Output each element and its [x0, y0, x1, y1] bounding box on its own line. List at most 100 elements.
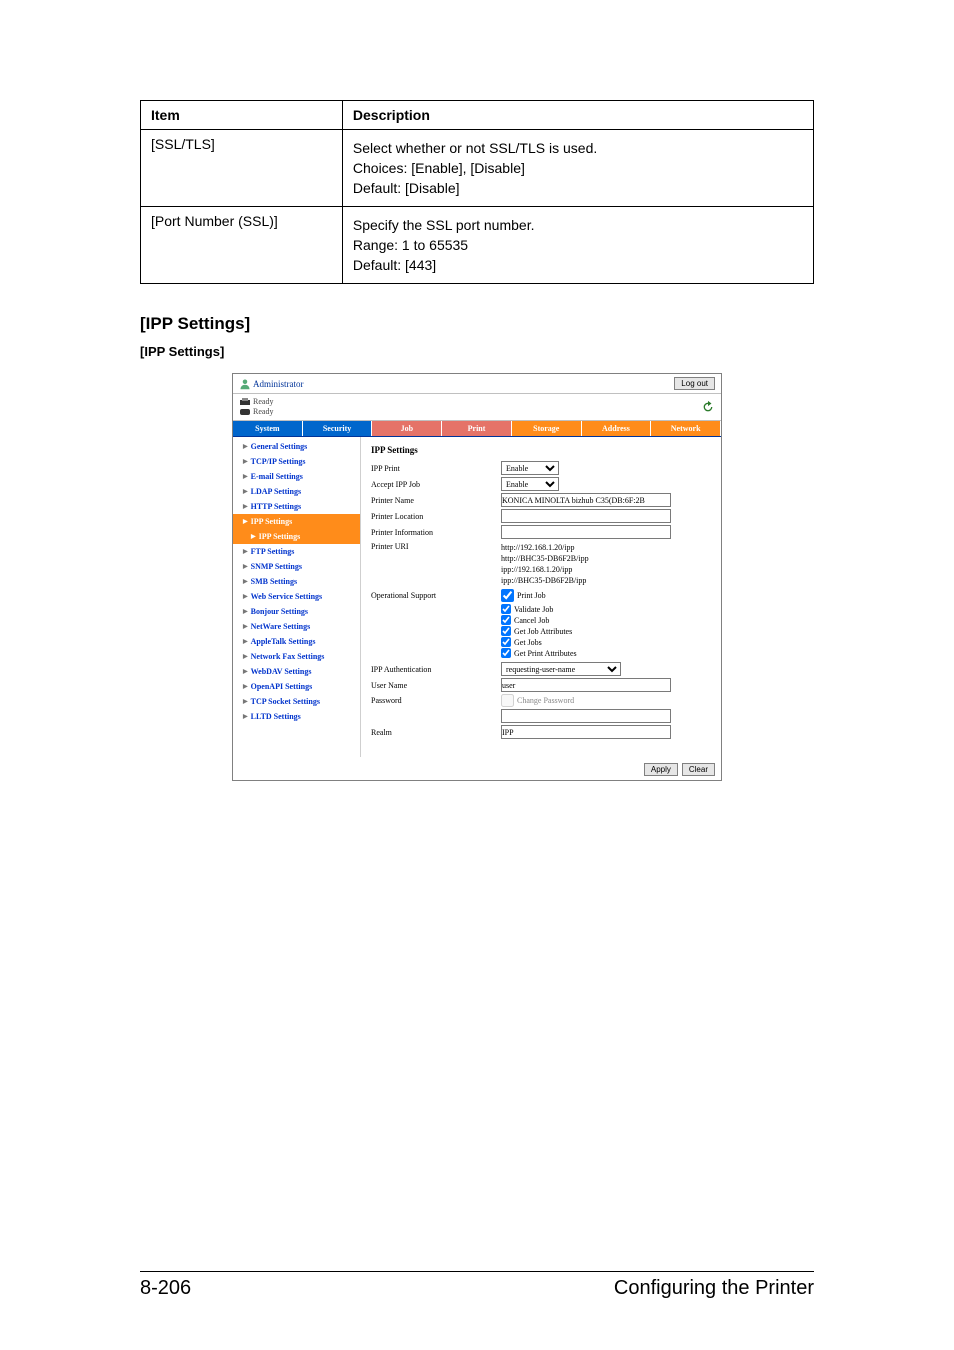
sidebar-item[interactable]: ▶HTTP Settings	[233, 499, 360, 514]
tab-system[interactable]: System	[233, 421, 303, 436]
triangle-icon: ▶	[243, 473, 248, 480]
sidebar-item[interactable]: ▶Web Service Settings	[233, 589, 360, 604]
spec-th-desc: Description	[342, 101, 813, 130]
spec-th-item: Item	[141, 101, 343, 130]
op-label-2: Cancel Job	[514, 616, 549, 625]
tab-network[interactable]: Network	[651, 421, 721, 436]
subsection-title: [IPP Settings]	[140, 344, 814, 359]
sidebar-item-label: LDAP Settings	[251, 487, 301, 496]
ipp-print-select[interactable]: Enable	[501, 461, 559, 475]
sidebar-item[interactable]: ▶TCP/IP Settings	[233, 454, 360, 469]
printer-info-label: Printer Information	[371, 528, 501, 537]
printer-uri-label: Printer URI	[371, 542, 501, 551]
triangle-icon: ▶	[243, 443, 248, 450]
triangle-icon: ▶	[243, 608, 248, 615]
tab-address[interactable]: Address	[582, 421, 652, 436]
sidebar-item-label: WebDAV Settings	[251, 667, 312, 676]
footer-rule	[140, 1271, 814, 1272]
triangle-icon: ▶	[243, 668, 248, 675]
ipp-auth-select[interactable]: requesting-user-name	[501, 662, 621, 676]
op-check-4[interactable]	[501, 637, 511, 647]
admin-icon	[239, 378, 251, 390]
footer-title: Configuring the Printer	[614, 1277, 814, 1300]
tab-bar: System Security Job Print Storage Addres…	[233, 421, 721, 437]
triangle-icon: ▶	[243, 488, 248, 495]
clear-button[interactable]: Clear	[682, 763, 715, 776]
status-row: Ready Ready	[233, 394, 721, 421]
sidebar-item-label: TCP/IP Settings	[251, 457, 306, 466]
sidebar-item[interactable]: ▶OpenAPI Settings	[233, 679, 360, 694]
user-name-input[interactable]	[501, 678, 671, 692]
sidebar-item[interactable]: ▶IPP Settings	[233, 529, 360, 544]
op-check-0[interactable]	[501, 589, 514, 602]
printer-name-input[interactable]	[501, 493, 671, 507]
printer-icon	[239, 397, 251, 407]
op-check-2[interactable]	[501, 615, 511, 625]
sidebar-item[interactable]: ▶LDAP Settings	[233, 484, 360, 499]
accept-select[interactable]: Enable	[501, 477, 559, 491]
spec-table: Item Description [SSL/TLS] Select whethe…	[140, 100, 814, 284]
tab-print[interactable]: Print	[442, 421, 512, 436]
ipp-print-label: IPP Print	[371, 464, 501, 473]
triangle-icon: ▶	[243, 638, 248, 645]
tab-job[interactable]: Job	[372, 421, 442, 436]
sidebar-item-label: LLTD Settings	[251, 712, 301, 721]
sidebar-item-label: HTTP Settings	[251, 502, 301, 511]
sidebar-item[interactable]: ▶IPP Settings	[233, 514, 360, 529]
sidebar-item-label: Bonjour Settings	[251, 607, 308, 616]
uri-3: ipp://BHC35-DB6F2B/ipp	[501, 576, 713, 585]
tab-storage[interactable]: Storage	[512, 421, 582, 436]
sidebar-item-label: SNMP Settings	[251, 562, 302, 571]
spec-desc: Specify the SSL port number. Range: 1 to…	[342, 207, 813, 284]
op-check-3[interactable]	[501, 626, 511, 636]
sidebar-item-label: Network Fax Settings	[251, 652, 325, 661]
page-footer: 8-206 Configuring the Printer	[140, 1277, 814, 1300]
triangle-icon: ▶	[243, 548, 248, 555]
apply-button[interactable]: Apply	[644, 763, 678, 776]
op-label-5: Get Print Attributes	[514, 649, 577, 658]
sidebar-item[interactable]: ▶E-mail Settings	[233, 469, 360, 484]
triangle-icon: ▶	[243, 503, 248, 510]
op-support-label: Operational Support	[371, 591, 501, 600]
op-label-1: Validate Job	[514, 605, 553, 614]
sidebar-item[interactable]: ▶LLTD Settings	[233, 709, 360, 724]
op-check-5[interactable]	[501, 648, 511, 658]
sidebar-item[interactable]: ▶General Settings	[233, 439, 360, 454]
sidebar-item-label: Web Service Settings	[251, 592, 323, 601]
printer-location-label: Printer Location	[371, 512, 501, 521]
content-panel: IPP Settings IPP Print Enable Accept IPP…	[361, 437, 721, 757]
section-title: [IPP Settings]	[140, 314, 814, 334]
op-label-3: Get Job Attributes	[514, 627, 572, 636]
spec-desc: Select whether or not SSL/TLS is used. C…	[342, 130, 813, 207]
op-check-1[interactable]	[501, 604, 511, 614]
uri-0: http://192.168.1.20/ipp	[501, 543, 713, 552]
printer-info-input[interactable]	[501, 525, 671, 539]
sidebar-item[interactable]: ▶AppleTalk Settings	[233, 634, 360, 649]
password-input[interactable]	[501, 709, 671, 723]
sidebar-item[interactable]: ▶NetWare Settings	[233, 619, 360, 634]
realm-input[interactable]	[501, 725, 671, 739]
op-label-4: Get Jobs	[514, 638, 542, 647]
sidebar-item-label: OpenAPI Settings	[251, 682, 313, 691]
sidebar-item[interactable]: ▶TCP Socket Settings	[233, 694, 360, 709]
sidebar-item[interactable]: ▶Bonjour Settings	[233, 604, 360, 619]
sidebar-item[interactable]: ▶SNMP Settings	[233, 559, 360, 574]
password-label: Password	[371, 696, 501, 705]
sidebar-item[interactable]: ▶Network Fax Settings	[233, 649, 360, 664]
sidebar-item[interactable]: ▶WebDAV Settings	[233, 664, 360, 679]
tab-security[interactable]: Security	[303, 421, 373, 436]
sidebar-item-label: IPP Settings	[259, 532, 301, 541]
sidebar-item-label: General Settings	[251, 442, 308, 451]
refresh-icon[interactable]	[701, 400, 715, 414]
triangle-icon: ▶	[243, 578, 248, 585]
logout-button[interactable]: Log out	[674, 377, 715, 390]
sidebar-item-label: FTP Settings	[251, 547, 295, 556]
ipp-auth-label: IPP Authentication	[371, 665, 501, 674]
triangle-icon: ▶	[243, 698, 248, 705]
triangle-icon: ▶	[251, 533, 256, 540]
printer-location-input[interactable]	[501, 509, 671, 523]
sidebar-item[interactable]: ▶SMB Settings	[233, 574, 360, 589]
sidebar-item[interactable]: ▶FTP Settings	[233, 544, 360, 559]
header-bar: Administrator Log out	[233, 374, 721, 394]
triangle-icon: ▶	[243, 518, 248, 525]
